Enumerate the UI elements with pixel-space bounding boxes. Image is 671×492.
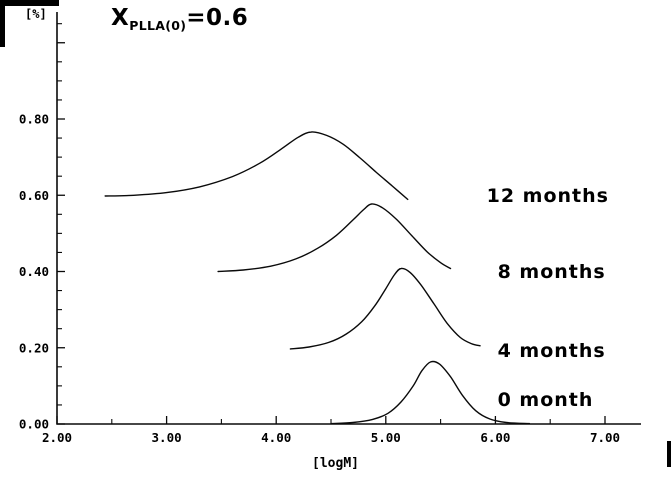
axes bbox=[56, 12, 641, 425]
x-tick-label: 5.00 bbox=[371, 430, 401, 445]
curve-0-month bbox=[330, 360, 531, 425]
curve-8-months bbox=[217, 203, 452, 273]
title-variable: X bbox=[111, 5, 130, 31]
y-tick-label: 0.40 bbox=[19, 264, 49, 279]
scan-artifact-right bbox=[667, 441, 671, 467]
series-label-12-months: 12 months bbox=[486, 185, 609, 207]
x-tick-label: 6.00 bbox=[480, 430, 510, 445]
scan-artifact-left bbox=[0, 0, 5, 47]
x-tick-label: 2.00 bbox=[42, 430, 72, 445]
x-axis-label: [logM] bbox=[312, 456, 359, 471]
x-tick-label: 7.00 bbox=[590, 430, 620, 445]
chart-title: XPLLA(0)=0.6 bbox=[111, 5, 248, 33]
curve-4-months bbox=[289, 267, 481, 350]
title-value: =0.6 bbox=[186, 5, 249, 31]
x-tick-label: 3.00 bbox=[152, 430, 182, 445]
series-label-4-months: 4 months bbox=[497, 339, 606, 362]
y-tick-label: 0.00 bbox=[19, 417, 49, 432]
y-axis-unit-label: [%] bbox=[25, 7, 47, 21]
scan-artifact-top bbox=[0, 0, 59, 6]
y-tick-label: 0.20 bbox=[19, 340, 49, 355]
series-label-0-month: 0 month bbox=[497, 389, 594, 412]
title-subscript: PLLA(0) bbox=[129, 18, 187, 33]
curve-12-months bbox=[104, 131, 409, 201]
series-label-8-months: 8 months bbox=[497, 260, 606, 283]
y-tick-label: 0.80 bbox=[19, 112, 49, 127]
x-tick-label: 4.00 bbox=[261, 430, 291, 445]
y-tick-label: 0.60 bbox=[19, 188, 49, 203]
